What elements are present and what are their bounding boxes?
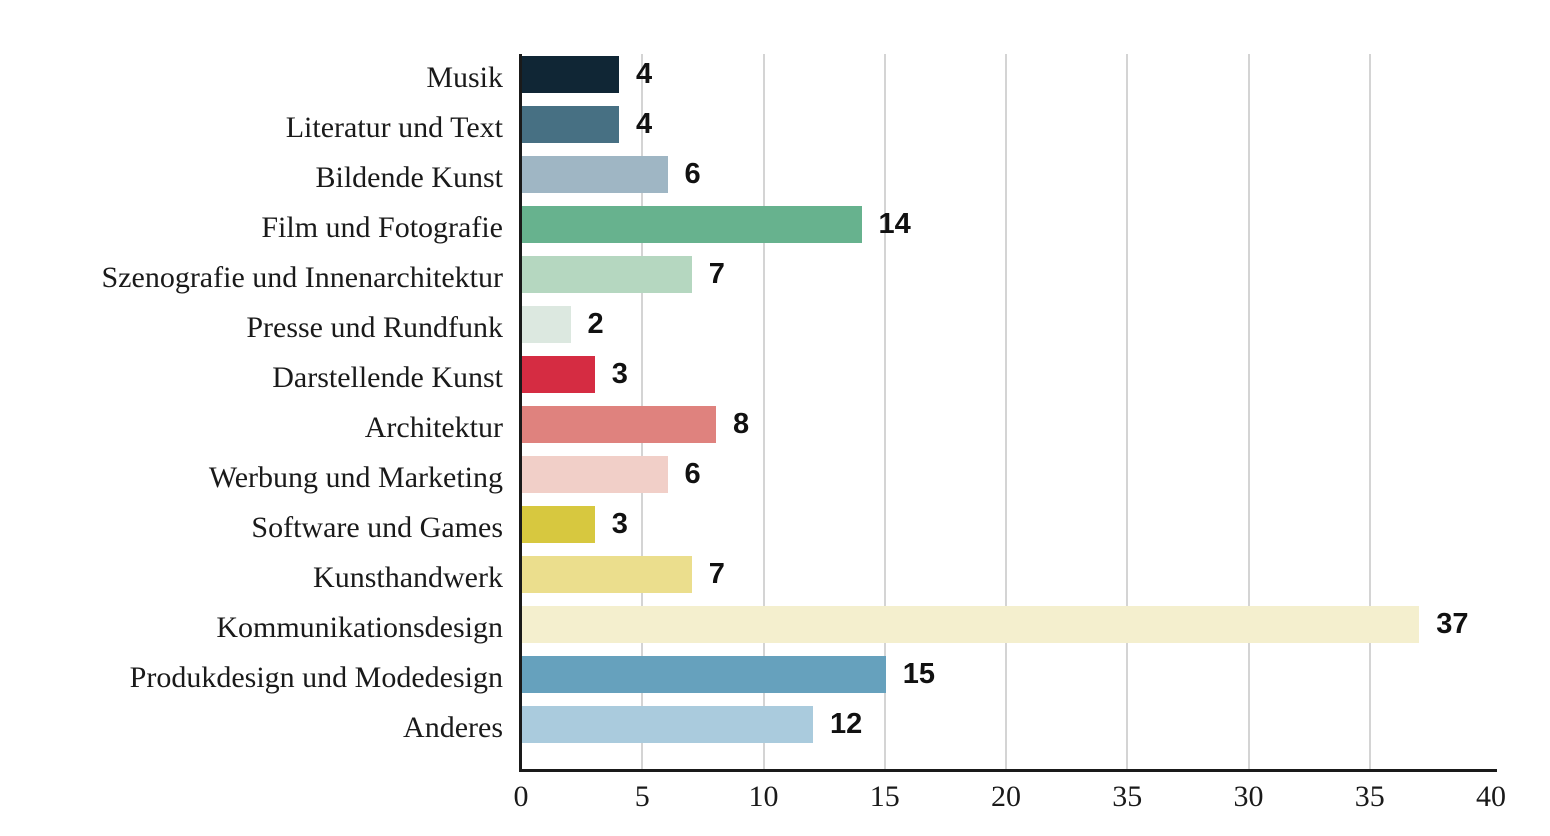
gridline-35 [1368, 54, 1371, 771]
category-label-10: Kunsthandwerk [313, 561, 503, 594]
gridline-20 [1005, 54, 1007, 771]
category-label-3: Film und Fotografie [261, 211, 503, 244]
value-label-1: 4 [636, 108, 653, 140]
category-label-1: Literatur und Text [285, 111, 503, 144]
bar-12 [522, 656, 886, 693]
x-tick-label-5: 35 [1112, 780, 1143, 813]
bar-2 [522, 156, 668, 193]
x-tick-label-0: 0 [513, 780, 529, 813]
bar-3 [522, 206, 862, 243]
category-label-12: Produkdesign und Modedesign [129, 661, 503, 694]
value-label-12: 15 [902, 658, 936, 690]
bar-6 [522, 356, 595, 393]
gridline-30 [1247, 54, 1250, 771]
value-label-11: 37 [1436, 608, 1469, 640]
bar-8 [522, 456, 668, 493]
y-axis-line [519, 54, 522, 772]
category-label-11: Kommunikationsdesign [216, 611, 503, 644]
category-label-5: Presse und Rundfunk [246, 311, 503, 344]
value-label-7: 8 [733, 408, 750, 440]
x-tick-label-2: 10 [748, 780, 779, 813]
x-tick-label-4: 20 [991, 780, 1021, 813]
category-label-9: Software und Games [251, 511, 503, 544]
bar-1 [522, 106, 619, 143]
category-label-13: Anderes [403, 711, 503, 744]
x-tick-label-7: 35 [1354, 780, 1385, 813]
x-tick-label-6: 30 [1233, 780, 1264, 813]
x-tick-label-8: 40 [1476, 780, 1506, 813]
value-label-9: 3 [611, 508, 628, 540]
value-label-2: 6 [684, 158, 701, 190]
value-label-8: 6 [684, 458, 701, 490]
bar-11 [522, 606, 1420, 643]
category-label-4: Szenografie und Innenarchitektur [101, 261, 504, 294]
value-label-13: 12 [830, 708, 863, 740]
bar-7 [522, 406, 716, 443]
gridline-10 [762, 54, 765, 771]
category-label-6: Darstellende Kunst [272, 361, 503, 394]
bar-9 [522, 506, 595, 543]
value-label-4: 7 [708, 258, 725, 290]
gridline-25 [1126, 54, 1129, 771]
bar-4 [522, 256, 692, 293]
value-label-6: 3 [611, 358, 628, 390]
bar-10 [522, 556, 692, 593]
bar-5 [522, 306, 571, 343]
value-label-10: 7 [708, 558, 725, 590]
value-label-0: 4 [636, 58, 653, 90]
gridline-15 [883, 54, 886, 771]
x-tick-label-3: 15 [869, 780, 900, 813]
value-label-3: 14 [878, 208, 911, 240]
x-axis-line [519, 769, 1497, 772]
value-label-5: 2 [587, 308, 604, 340]
bar-0 [522, 56, 619, 93]
category-label-7: Architektur [364, 411, 503, 444]
category-label-8: Werbung und Marketing [208, 461, 503, 494]
category-label-0: Musik [426, 61, 503, 94]
bar-13 [522, 706, 813, 743]
category-label-2: Bildende Kunst [315, 161, 504, 194]
x-tick-label-1: 5 [634, 780, 650, 813]
